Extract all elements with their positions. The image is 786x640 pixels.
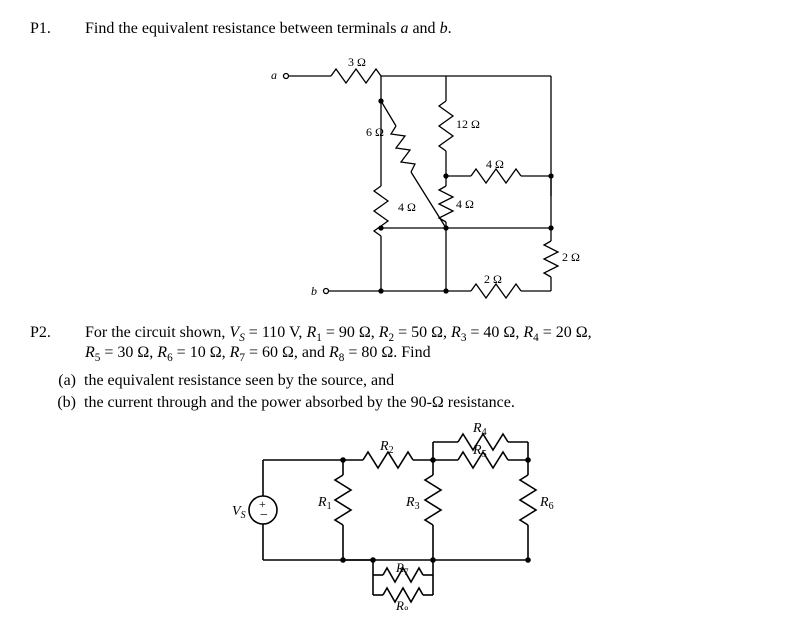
label-4ohm-c: 4 Ω [456, 197, 474, 211]
label-r4: R4 [472, 421, 487, 438]
label-r2: R2 [379, 439, 394, 456]
label-6ohm: 6 Ω [366, 125, 384, 139]
p2-line1: For the circuit shown, VS = 110 V, R1 = … [85, 324, 592, 341]
p2-circuit: + − [208, 420, 578, 610]
p2-sub-a: (a) the equivalent resistance seen by th… [30, 372, 756, 390]
label-4ohm-b: 4 Ω [398, 200, 416, 214]
label-3ohm: 3 Ω [348, 55, 366, 69]
p1-circuit: a b 3 Ω 6 Ω 12 Ω 4 Ω 4 Ω 4 Ω 2 Ω 2 Ω [256, 46, 586, 306]
problem-number: P1. [30, 20, 85, 316]
problem-number: P2. [30, 324, 85, 364]
label-r5: R5 [472, 443, 487, 460]
sub-text: the equivalent resistance seen by the so… [84, 372, 394, 390]
problem-body: For the circuit shown, VS = 110 V, R1 = … [85, 324, 756, 364]
label-r7: R7 [395, 560, 409, 577]
p2-sub-b: (b) the current through and the power ab… [30, 394, 756, 412]
sub-text: the current through and the power absorb… [84, 394, 515, 412]
problem-body: Find the equivalent resistance between t… [85, 20, 756, 316]
problem-2: P2. For the circuit shown, VS = 110 V, R… [30, 324, 756, 364]
sub-letter: (b) [48, 394, 84, 412]
label-b: b [311, 284, 317, 298]
problem-1: P1. Find the equivalent resistance betwe… [30, 20, 756, 316]
label-2ohm-a: 2 Ω [484, 272, 502, 286]
label-vs: VS [232, 504, 246, 521]
p2-line2: R5 = 30 Ω, R6 = 10 Ω, R7 = 60 Ω, and R8 … [85, 344, 431, 361]
sub-letter: (a) [48, 372, 84, 390]
label-r1: R1 [317, 495, 332, 512]
p1-prompt: Find the equivalent resistance between t… [85, 20, 452, 37]
label-r3: R3 [405, 495, 420, 512]
label-r6: R6 [539, 495, 554, 512]
label-12ohm: 12 Ω [456, 117, 480, 131]
label-4ohm-a: 4 Ω [486, 157, 504, 171]
label-r8: R8 [395, 598, 409, 610]
svg-text:−: − [260, 508, 268, 523]
label-a: a [271, 68, 277, 82]
label-2ohm-b: 2 Ω [562, 250, 580, 264]
